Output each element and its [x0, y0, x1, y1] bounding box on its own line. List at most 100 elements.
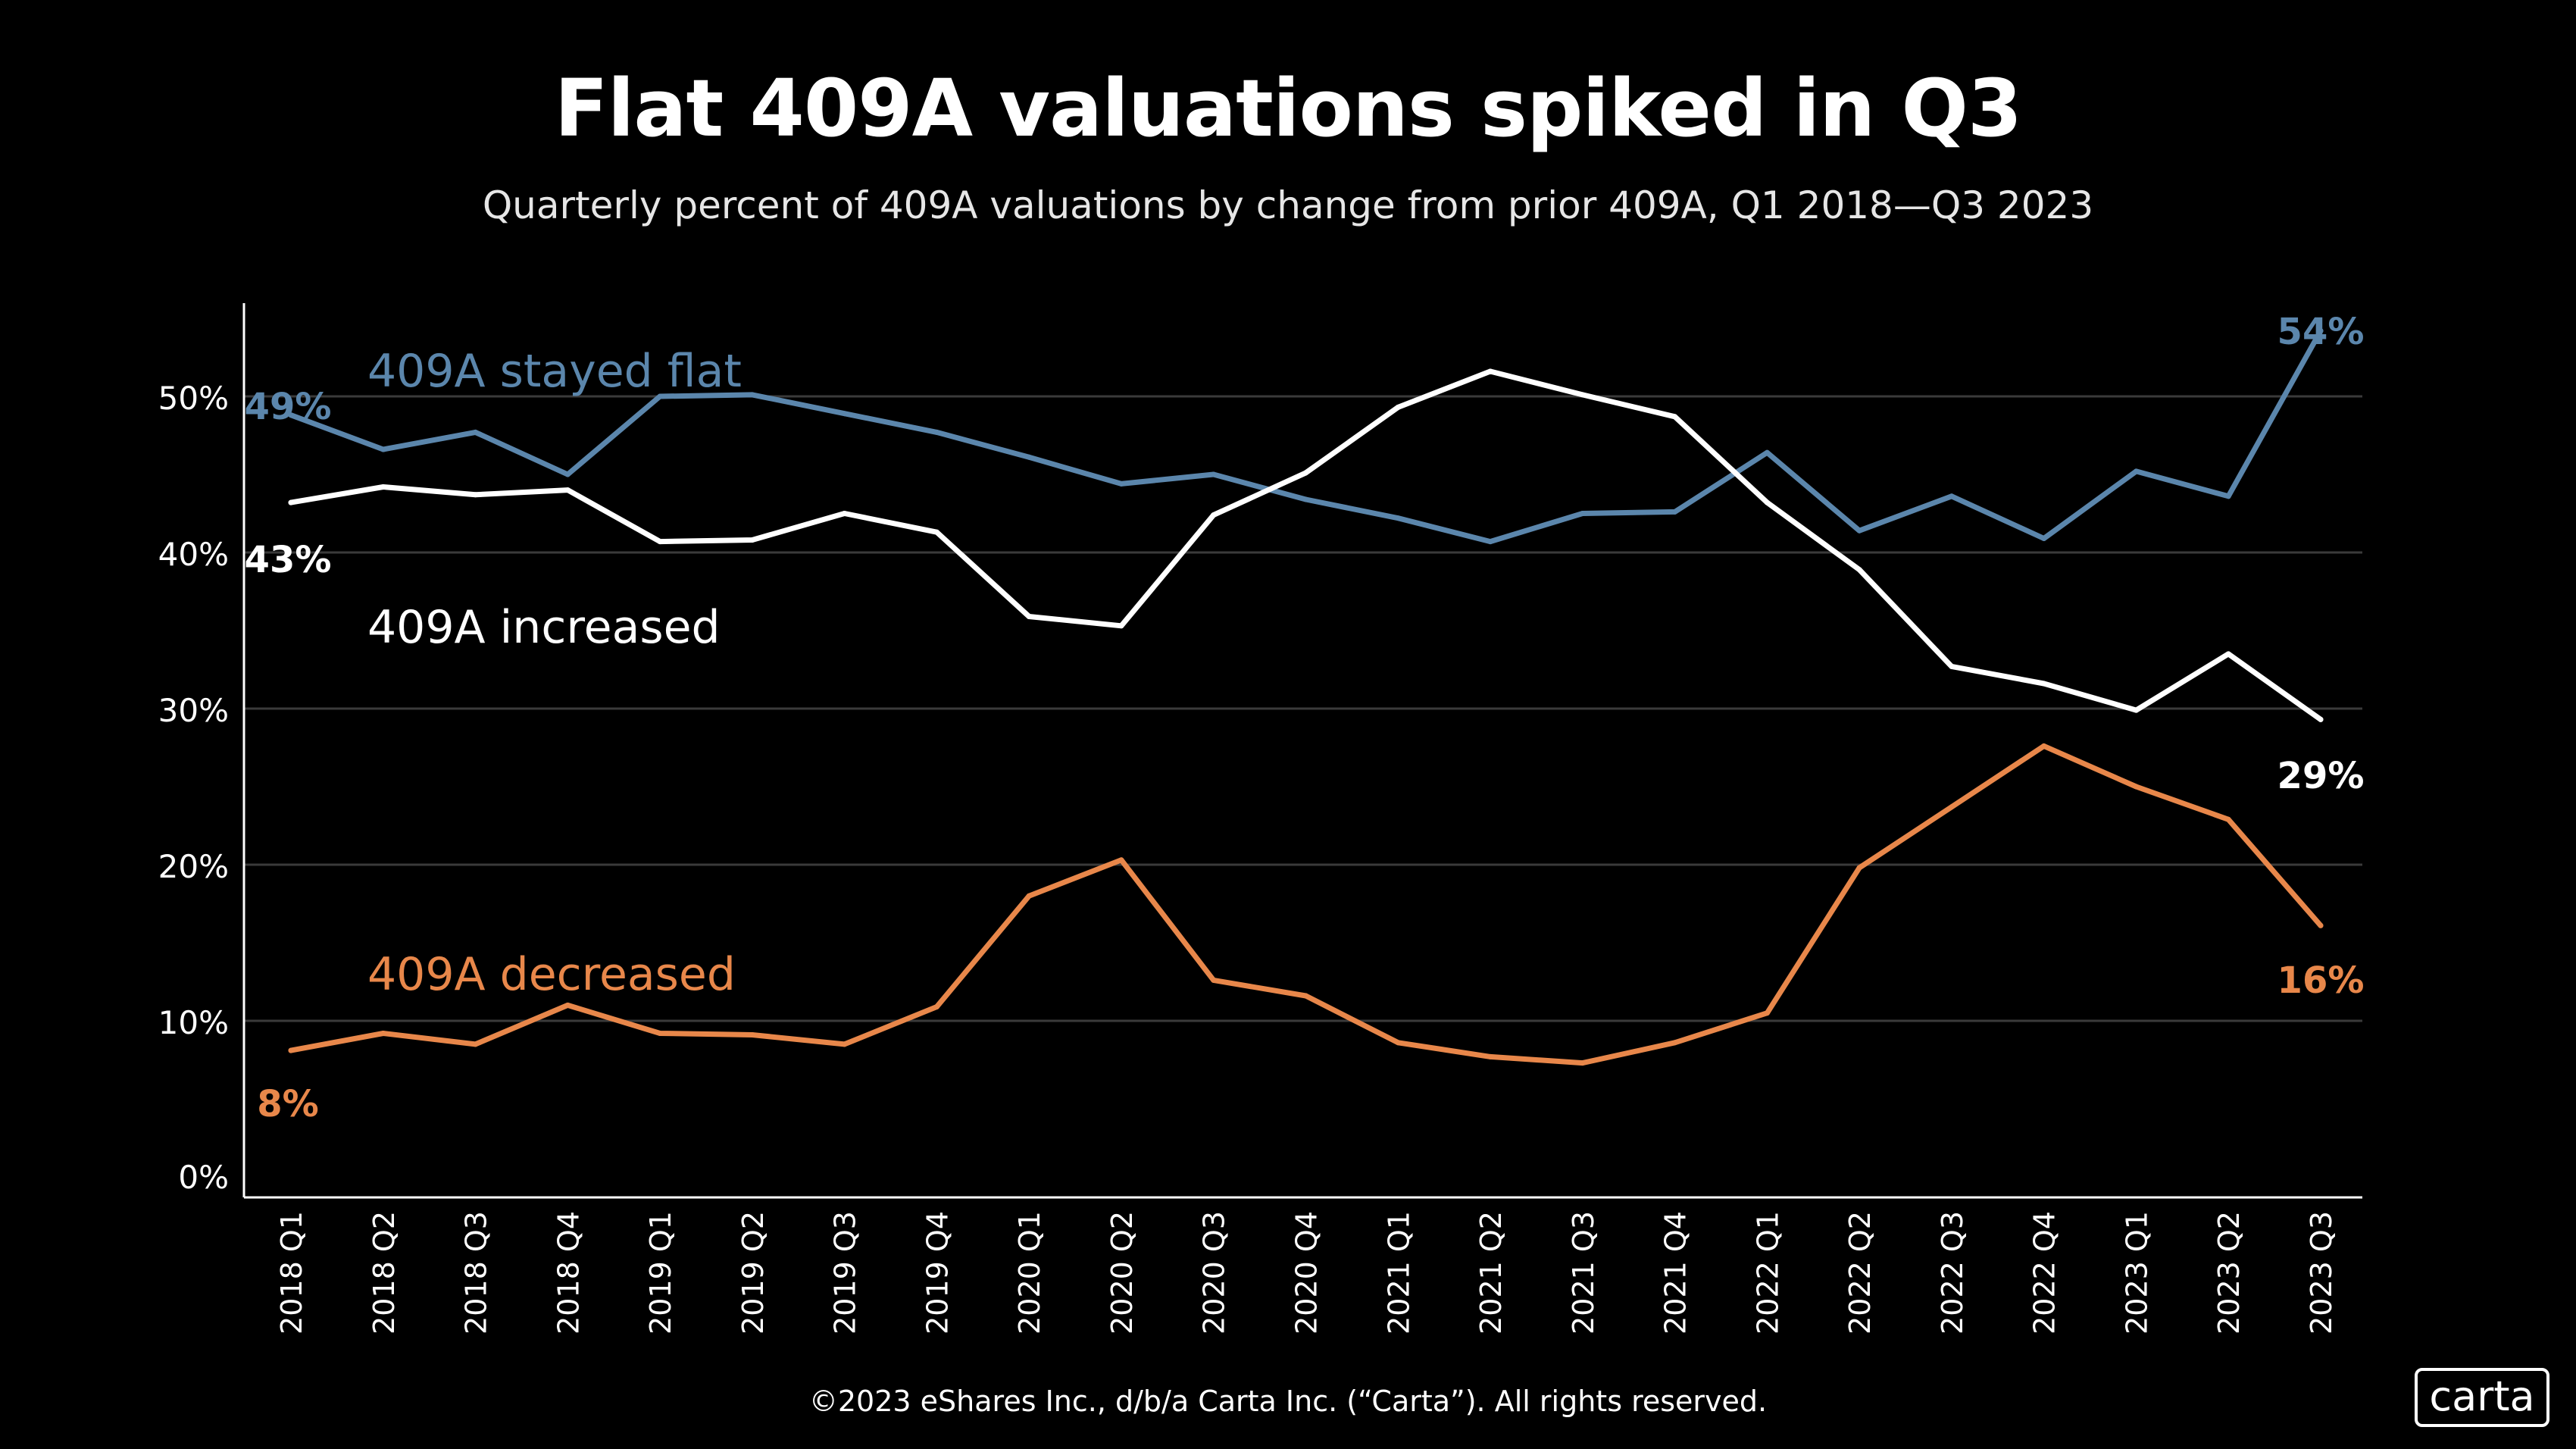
data-point-decreased — [1118, 857, 1124, 863]
x-tick-label: 2022 Q3 — [1936, 1211, 1969, 1335]
endpoint-labels: 49% 54% 43% 29% 8% 16% — [245, 311, 2365, 1125]
x-tick-label: 2020 Q3 — [1198, 1211, 1231, 1335]
x-tick-label: 2018 Q4 — [552, 1211, 585, 1335]
data-point-increased — [2041, 681, 2047, 687]
data-point-increased — [1949, 663, 1955, 669]
x-tick-label: 2022 Q4 — [2028, 1211, 2062, 1335]
data-point-flat — [1949, 493, 1955, 499]
legend-label-decreased: 409A decreased — [367, 948, 736, 1001]
data-point-decreased — [1211, 977, 1217, 983]
data-point-decreased — [1580, 1060, 1586, 1066]
data-point-decreased — [657, 1031, 663, 1036]
data-point-increased — [657, 539, 663, 545]
y-tick-label: 10% — [158, 1004, 229, 1041]
data-point-flat — [2225, 493, 2231, 499]
data-label-increased-end: 29% — [2277, 755, 2365, 797]
data-point-increased — [933, 529, 939, 535]
x-tick-label: 2023 Q2 — [2212, 1211, 2246, 1335]
y-tick-label: 50% — [158, 380, 229, 417]
legend-label-increased: 409A increased — [367, 601, 721, 654]
x-tick-labels: 2018 Q1 2018 Q2 2018 Q3 2018 Q4 2019 Q1 2019 … — [275, 1211, 2338, 1335]
x-tick-label: 2019 Q4 — [921, 1211, 954, 1335]
y-tick-label: 0% — [178, 1159, 229, 1196]
data-point-increased — [1026, 614, 1032, 619]
series-lines — [288, 328, 2324, 1066]
data-point-decreased — [749, 1032, 755, 1037]
data-point-flat — [2318, 328, 2324, 333]
data-point-increased — [1211, 512, 1217, 518]
data-point-decreased — [1395, 1040, 1401, 1046]
data-point-flat — [749, 392, 755, 398]
data-point-decreased — [1026, 893, 1032, 899]
data-point-flat — [1303, 496, 1308, 502]
x-tick-label: 2022 Q1 — [1751, 1211, 1784, 1335]
y-tick-label: 20% — [158, 848, 229, 885]
y-tick-labels: 0% 10% 20% 30% 40% 50% — [158, 380, 229, 1196]
data-point-flat — [657, 393, 663, 399]
data-point-increased — [2318, 716, 2324, 722]
data-point-decreased — [1949, 804, 1955, 810]
data-point-flat — [1211, 471, 1217, 477]
data-point-flat — [1487, 539, 1493, 545]
chart-subtitle: Quarterly percent of 409A valuations by … — [482, 183, 2094, 227]
data-point-decreased — [842, 1041, 848, 1047]
x-tick-label: 2020 Q1 — [1013, 1211, 1046, 1335]
data-point-increased — [2134, 707, 2139, 713]
axes — [242, 303, 2362, 1199]
data-point-flat — [2134, 468, 2139, 474]
data-point-decreased — [2134, 784, 2139, 790]
x-tick-label: 2019 Q2 — [736, 1211, 770, 1335]
x-tick-label: 2020 Q4 — [1290, 1211, 1324, 1335]
data-point-flat — [1580, 511, 1586, 516]
x-tick-label: 2020 Q2 — [1105, 1211, 1139, 1335]
x-tick-label: 2023 Q3 — [2305, 1211, 2338, 1335]
data-point-decreased — [1487, 1053, 1493, 1059]
data-point-increased — [2225, 651, 2231, 657]
data-point-flat — [842, 411, 848, 417]
copyright-footer: ©2023 eShares Inc., d/b/a Carta Inc. (“C… — [808, 1385, 1768, 1418]
data-point-increased — [1487, 368, 1493, 374]
data-point-increased — [1303, 470, 1308, 476]
chart-title: Flat 409A valuations spiked in Q3 — [554, 62, 2023, 155]
x-tick-label: 2018 Q2 — [367, 1211, 401, 1335]
data-label-increased-start: 43% — [245, 539, 332, 581]
series-labels: 409A stayed flat 409A increased 409A dec… — [367, 345, 742, 1001]
data-point-increased — [1856, 567, 1862, 573]
data-point-decreased — [1303, 993, 1308, 999]
data-point-decreased — [2041, 743, 2047, 749]
data-point-increased — [1118, 623, 1124, 629]
carta-logo: carta — [2415, 1368, 2549, 1427]
data-point-flat — [2041, 536, 2047, 541]
data-point-decreased — [564, 1002, 571, 1008]
data-point-decreased — [1764, 1010, 1770, 1016]
data-point-increased — [749, 537, 755, 543]
data-point-decreased — [1856, 865, 1862, 871]
legend-label-flat: 409A stayed flat — [367, 345, 742, 398]
x-tick-label: 2019 Q3 — [829, 1211, 862, 1335]
data-point-decreased — [288, 1047, 294, 1053]
y-tick-label: 30% — [158, 692, 229, 729]
gridlines — [244, 395, 2362, 1022]
data-label-decreased-end: 16% — [2277, 959, 2365, 1002]
data-point-decreased — [933, 1004, 939, 1009]
x-tick-label: 2021 Q4 — [1659, 1211, 1693, 1335]
data-point-decreased — [2318, 922, 2324, 928]
series-line-decreased — [288, 743, 2324, 1066]
data-point-flat — [1395, 515, 1401, 521]
x-tick-label: 2021 Q1 — [1382, 1211, 1415, 1335]
data-label-flat-start: 49% — [245, 386, 332, 428]
data-label-flat-end: 54% — [2277, 311, 2365, 353]
x-tick-label: 2022 Q2 — [1843, 1211, 1877, 1335]
data-point-increased — [1672, 414, 1678, 420]
series-line-increased — [288, 368, 2324, 722]
data-point-flat — [1672, 509, 1678, 515]
data-point-increased — [1764, 499, 1770, 505]
data-point-increased — [473, 492, 478, 498]
data-point-flat — [1856, 527, 1862, 534]
x-tick-label: 2021 Q2 — [1474, 1211, 1508, 1335]
data-point-decreased — [1672, 1040, 1678, 1046]
x-tick-label: 2021 Q3 — [1567, 1211, 1600, 1335]
data-point-decreased — [2225, 816, 2231, 822]
